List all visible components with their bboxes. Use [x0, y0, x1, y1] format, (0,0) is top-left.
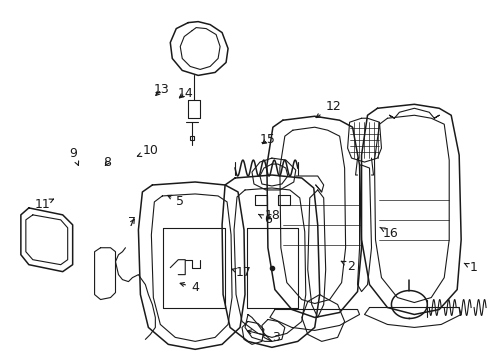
Text: 17: 17 — [231, 266, 251, 279]
Text: 18: 18 — [264, 209, 280, 222]
Text: 5: 5 — [167, 195, 184, 208]
Text: 3: 3 — [247, 330, 280, 344]
Text: 8: 8 — [103, 156, 111, 169]
Text: 12: 12 — [315, 100, 340, 118]
Text: 4: 4 — [180, 281, 198, 294]
Text: 10: 10 — [137, 144, 159, 157]
Text: 16: 16 — [379, 226, 398, 239]
Text: 11: 11 — [34, 198, 53, 211]
Text: 9: 9 — [69, 147, 79, 165]
Text: 6: 6 — [258, 213, 271, 226]
Text: 7: 7 — [128, 216, 136, 229]
Text: 2: 2 — [341, 260, 354, 273]
Text: 1: 1 — [463, 261, 476, 274]
Text: 15: 15 — [260, 133, 275, 146]
Text: 13: 13 — [154, 83, 169, 96]
Text: 14: 14 — [177, 87, 193, 100]
